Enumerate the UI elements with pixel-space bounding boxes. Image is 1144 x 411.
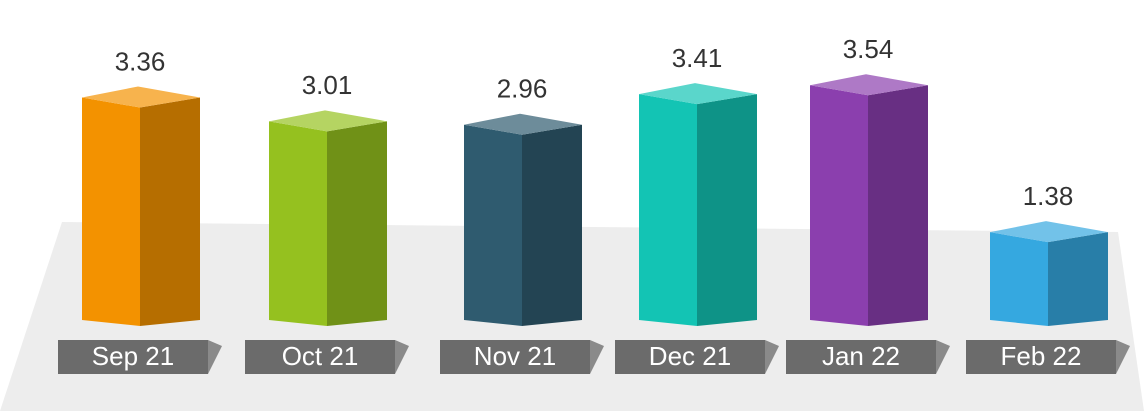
x-tick-label: Dec 21 xyxy=(649,341,731,371)
category-box xyxy=(58,340,208,374)
category-box-arrow xyxy=(765,340,779,374)
x-tick-label: Jan 22 xyxy=(822,341,900,371)
bar-right-face xyxy=(327,121,387,326)
bar-left-face xyxy=(464,124,522,326)
value-label: 3.01 xyxy=(302,70,353,100)
bar-top xyxy=(464,113,582,135)
category-box-arrow xyxy=(1116,340,1130,374)
bar-left-face xyxy=(810,85,868,326)
bar-left-face xyxy=(82,97,140,327)
bar-top xyxy=(990,221,1108,243)
x-tick-label: Sep 21 xyxy=(92,341,174,371)
bar-top xyxy=(82,86,200,108)
bar-top xyxy=(639,83,757,105)
bar-left-face xyxy=(269,121,327,326)
bar-left-face xyxy=(990,232,1048,326)
bar-right-face xyxy=(868,85,928,326)
value-label: 3.36 xyxy=(115,46,166,76)
category-box xyxy=(440,340,590,374)
bar-top xyxy=(810,74,928,96)
category-box xyxy=(966,340,1116,374)
value-label: 3.54 xyxy=(843,34,894,64)
bar-right-face xyxy=(140,97,200,327)
category-box-arrow xyxy=(936,340,950,374)
value-label: 1.38 xyxy=(1023,181,1074,211)
category-box xyxy=(786,340,936,374)
category-box-arrow xyxy=(590,340,604,374)
bar-left-face xyxy=(639,94,697,327)
bar-right-face xyxy=(522,124,582,326)
bar-right-face xyxy=(697,94,757,327)
x-tick-label: Nov 21 xyxy=(474,341,556,371)
x-tick-label: Feb 22 xyxy=(1001,341,1082,371)
category-box xyxy=(245,340,395,374)
value-label: 2.96 xyxy=(497,74,548,104)
bar-right-face xyxy=(1048,232,1108,326)
x-tick-label: Oct 21 xyxy=(282,341,359,371)
category-box-arrow xyxy=(208,340,222,374)
category-box-arrow xyxy=(395,340,409,374)
category-box xyxy=(615,340,765,374)
bar-top xyxy=(269,110,387,132)
value-label: 3.41 xyxy=(672,43,723,73)
